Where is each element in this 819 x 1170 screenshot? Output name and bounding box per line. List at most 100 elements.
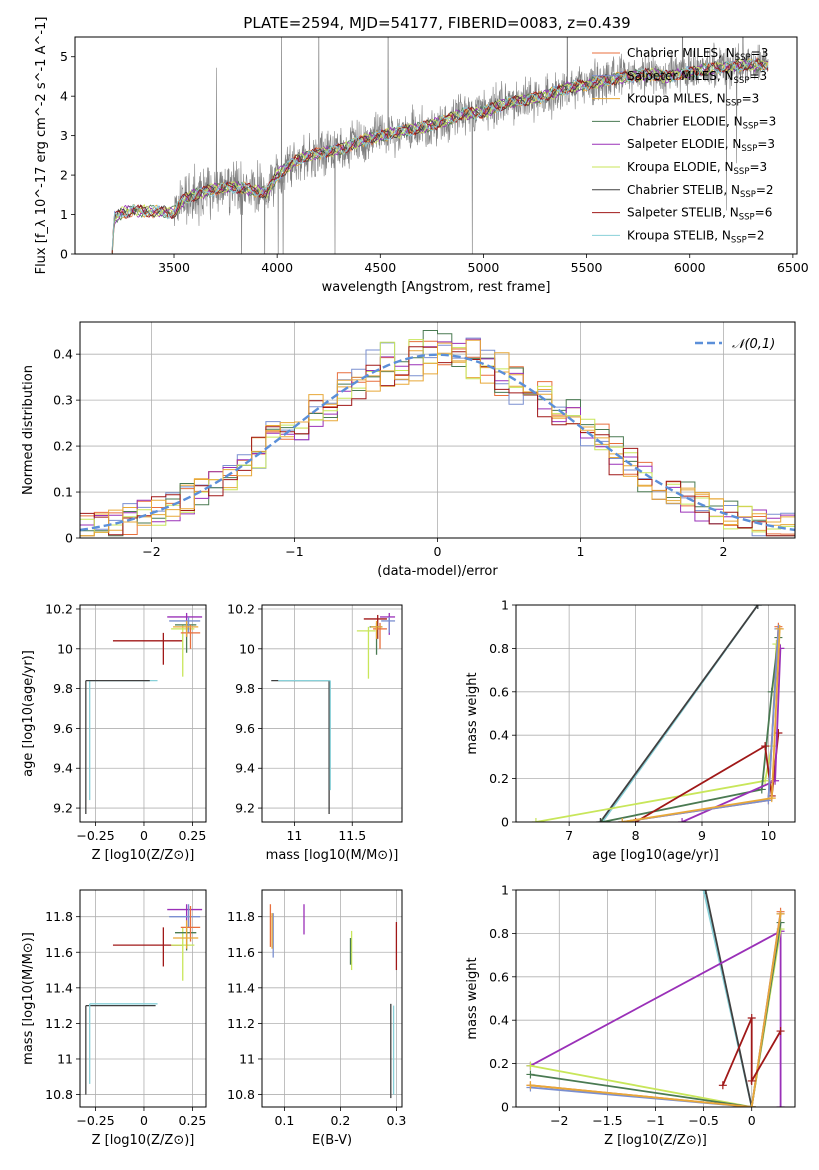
weight-line-chabrier-stelib — [704, 890, 753, 1107]
x-tick-label: 10 — [760, 828, 776, 843]
y-axis-label: mass weight — [465, 672, 480, 754]
weight-marker — [775, 624, 784, 633]
y-tick-label: 11 — [57, 1051, 73, 1066]
x-tick-label: 2 — [720, 544, 728, 559]
y-tick-label: 0.4 — [489, 728, 509, 743]
y-tick-label: 9.4 — [53, 761, 73, 776]
y-tick-label: 11.8 — [45, 909, 73, 924]
x-tick-label: −1.5 — [592, 1113, 622, 1128]
x-tick-label: −1 — [285, 544, 303, 559]
weight-marker — [767, 794, 776, 803]
x-tick-label: −0.25 — [76, 828, 114, 843]
y-tick-label: 4 — [60, 89, 68, 104]
panel-weight-vs-age: 7 8 9 10 0 0.2 0.4 0.6 0.8 1 age [log10(age/yr)] ma… — [465, 598, 796, 863]
legend-entry: Chabrier MILES, NSSP=3 — [627, 46, 768, 63]
legend-entry: 𝒩(0,1) — [732, 337, 775, 352]
y-tick-label: 10.8 — [227, 1087, 255, 1102]
y-tick-label: 1 — [501, 598, 509, 613]
y-tick-label: 0.8 — [489, 641, 509, 656]
y-tick-label: 11.8 — [227, 909, 255, 924]
panel-spectrum: 3500 4000 4500 5000 5500 6000 6500 0 1 2 3 4 5 wavele… — [34, 17, 809, 295]
y-tick-label: 11 — [239, 1051, 255, 1066]
error-bar-kroupa-stelib — [89, 1003, 158, 1084]
weight-marker — [598, 818, 607, 822]
x-tick-label: 0.25 — [179, 1113, 207, 1128]
legend-entry: Salpeter MILES, NSSP=3 — [627, 69, 767, 86]
y-tick-label: 3 — [60, 128, 68, 143]
error-bar-chabrier-miles — [180, 624, 201, 649]
plot-area — [526, 890, 785, 1107]
legend-entry: Kroupa ELODIE, NSSP=3 — [627, 160, 767, 177]
weight-marker — [618, 818, 627, 822]
x-tick-label: 5000 — [468, 260, 500, 275]
model-line-chabrier-stelib — [111, 58, 769, 254]
error-bar-salpeter-miles — [169, 904, 201, 928]
weight-marker — [526, 1081, 535, 1090]
legend-entry: Salpeter STELIB, NSSP=6 — [627, 206, 772, 223]
weight-marker — [701, 890, 710, 894]
y-tick-label: 9.2 — [53, 801, 73, 816]
y-tick-label: 0.4 — [489, 1013, 509, 1028]
y-axis-label: mass [log10(M/M⊙)] — [21, 932, 36, 1065]
y-tick-label: 10.2 — [227, 601, 255, 616]
x-tick-label: 4000 — [261, 260, 293, 275]
axes-frame — [515, 604, 796, 823]
x-tick-label: 7 — [565, 828, 573, 843]
y-tick-label: 0.3 — [53, 393, 73, 408]
x-tick-label: 0.2 — [330, 1113, 350, 1128]
axes-frame — [79, 604, 207, 823]
x-tick-label: 1 — [577, 544, 585, 559]
x-axis-label: mass [log10(M/M⊙)] — [266, 848, 399, 863]
panel-mass-vs-ebv: 0.1 0.2 0.3 10.8 11 11.2 11.4 11.6 11.8 E(B-V) — [227, 889, 406, 1148]
weight-line-chabrier-stelib — [599, 605, 759, 822]
y-tick-label: 0 — [501, 1100, 509, 1115]
y-tick-label: 0 — [60, 247, 68, 262]
plot-area — [85, 612, 203, 815]
error-bar-salpeter-miles — [169, 616, 201, 633]
x-tick-label: 6000 — [674, 260, 706, 275]
y-axis-label: mass weight — [465, 957, 480, 1039]
y-tick-label: 10 — [239, 641, 255, 656]
y-axis-label: age [log10(age/yr)] — [21, 650, 36, 777]
panel-age-vs-z: −0.25 0 0.25 9.2 9.4 9.6 9.8 10 10.2 Z [log10(Z/Z… — [21, 601, 207, 863]
y-tick-label: 10 — [57, 641, 73, 656]
y-tick-label: 0.2 — [53, 439, 73, 454]
weight-marker — [761, 742, 770, 751]
x-axis-label: Z [log10(Z/Z⊙)] — [604, 1133, 707, 1148]
plot-area — [111, 37, 769, 254]
x-axis-label: Z [log10(Z/Z⊙)] — [92, 1133, 195, 1148]
x-tick-label: 4500 — [364, 260, 396, 275]
spectrum-legend: Chabrier MILES, NSSP=3 Salpeter MILES, NS… — [592, 46, 776, 245]
weight-marker — [718, 1081, 727, 1090]
weight-marker — [776, 909, 785, 918]
x-tick-label: 0 — [748, 1113, 756, 1128]
x-tick-label: −0.25 — [76, 1113, 114, 1128]
weight-marker — [776, 1027, 785, 1036]
plot-area — [269, 904, 398, 1099]
x-tick-label: −1 — [646, 1113, 664, 1128]
plot-area — [80, 330, 795, 537]
legend-entry: Kroupa STELIB, NSSP=2 — [627, 228, 765, 245]
error-bar-chabrier-stelib — [85, 1004, 156, 1095]
error-bar-kroupa-elodie — [171, 927, 195, 981]
x-axis-label: age [log10(age/yr)] — [592, 848, 719, 863]
x-tick-label: 6500 — [777, 260, 809, 275]
y-tick-label: 11.6 — [227, 945, 255, 960]
y-tick-label: 1 — [60, 207, 68, 222]
x-tick-label: −0.5 — [688, 1113, 718, 1128]
legend-entry: Salpeter ELODIE, NSSP=3 — [627, 137, 775, 154]
legend-entry: Chabrier ELODIE, NSSP=3 — [627, 114, 776, 131]
x-axis-label: (data-model)/error — [377, 564, 498, 579]
weight-marker — [747, 1014, 756, 1023]
x-tick-label: 11 — [286, 828, 302, 843]
y-tick-label: 0 — [501, 815, 509, 830]
model-line-salpeter-stelib — [111, 58, 769, 253]
x-tick-label: 0.3 — [386, 1113, 406, 1128]
y-tick-label: 1 — [501, 883, 509, 898]
figure-title: PLATE=2594, MJD=54177, FIBERID=0083, z=0… — [243, 14, 630, 32]
weight-marker — [776, 1103, 785, 1107]
x-tick-label: 0 — [434, 544, 442, 559]
y-tick-label: 9.6 — [235, 721, 255, 736]
weight-marker — [699, 890, 708, 894]
